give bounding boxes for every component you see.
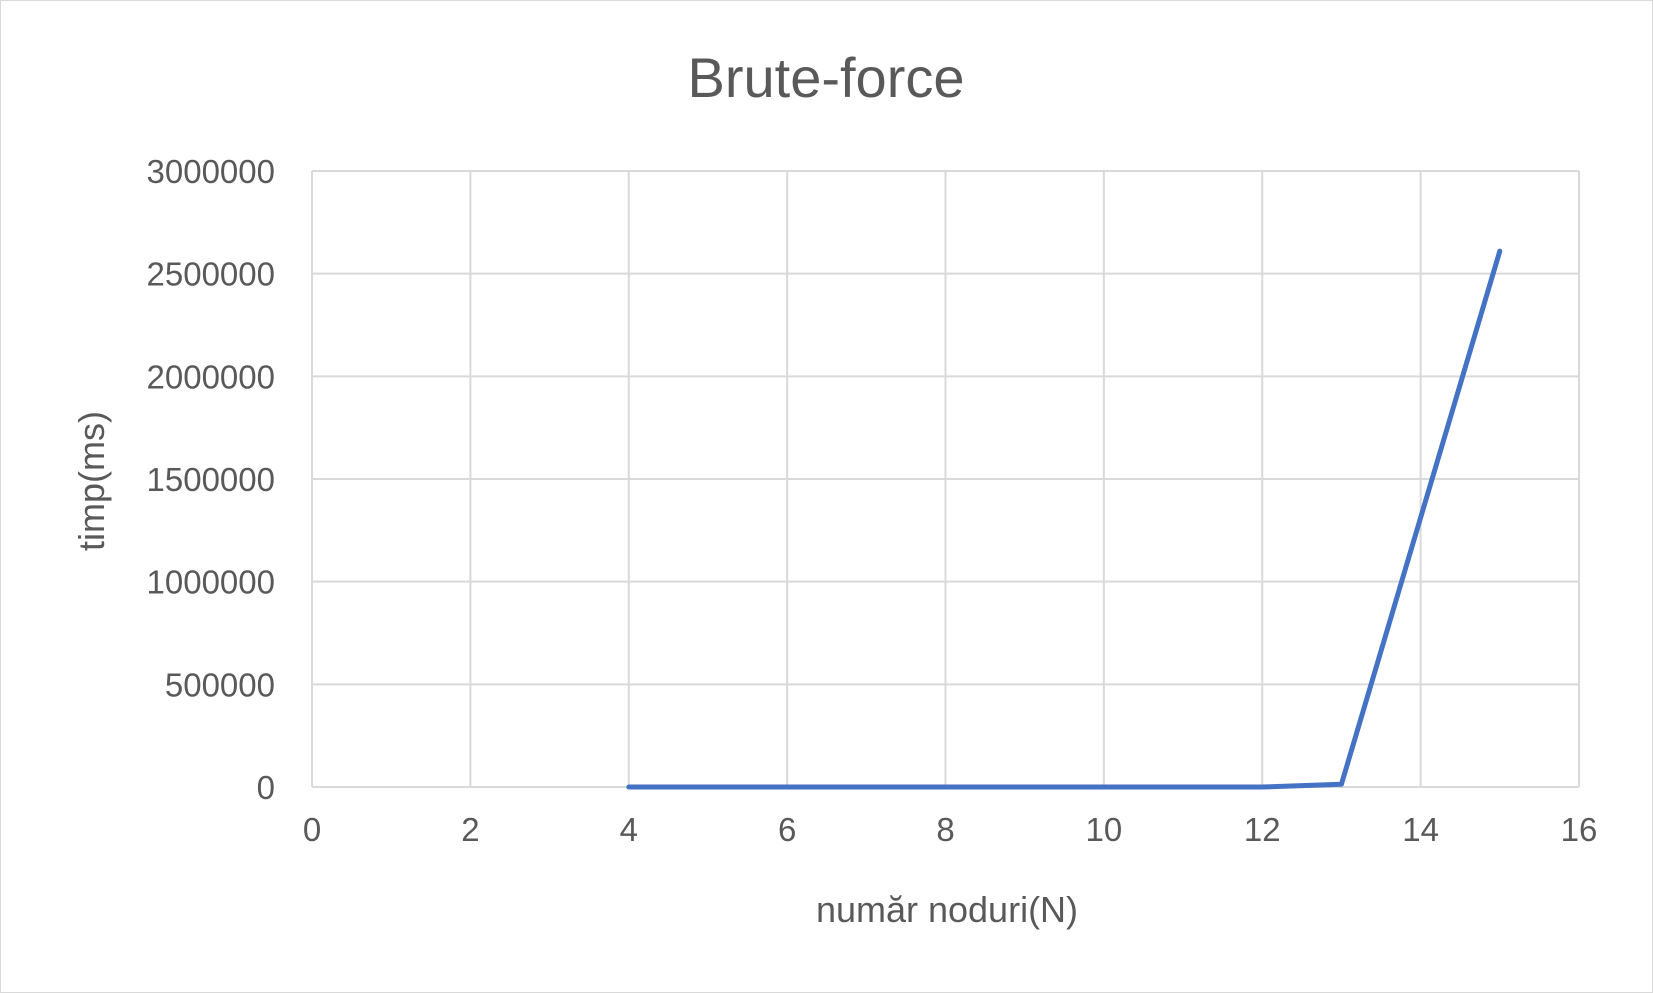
x-tick-label: 16 xyxy=(1561,811,1598,848)
x-tick-label: 10 xyxy=(1086,811,1123,848)
y-tick-label: 2500000 xyxy=(147,256,275,293)
y-tick-label: 1000000 xyxy=(147,564,275,601)
y-tick-label: 2000000 xyxy=(147,358,275,395)
y-tick-labels: 0 500000 1000000 1500000 2000000 2500000 30000… xyxy=(147,153,275,806)
x-tick-label: 12 xyxy=(1244,811,1281,848)
series-line xyxy=(626,248,1503,790)
plot-series xyxy=(626,248,1503,790)
y-tick-label: 500000 xyxy=(165,666,275,703)
y-tick-label: 3000000 xyxy=(147,153,275,190)
gridlines xyxy=(311,170,1580,788)
x-tick-label: 0 xyxy=(303,811,321,848)
x-tick-label: 4 xyxy=(620,811,638,848)
y-tick-label: 0 xyxy=(257,769,275,806)
y-axis-title: timp(ms) xyxy=(71,411,112,551)
x-tick-label: 14 xyxy=(1402,811,1439,848)
x-tick-label: 6 xyxy=(778,811,796,848)
y-tick-label: 1500000 xyxy=(147,461,275,498)
x-tick-label: 8 xyxy=(936,811,954,848)
x-tick-label: 2 xyxy=(461,811,479,848)
x-axis-title: număr noduri(N) xyxy=(816,889,1078,930)
chart-title: Brute-force xyxy=(688,46,965,109)
x-tick-labels: 0 2 4 6 8 10 12 14 16 xyxy=(303,811,1598,848)
